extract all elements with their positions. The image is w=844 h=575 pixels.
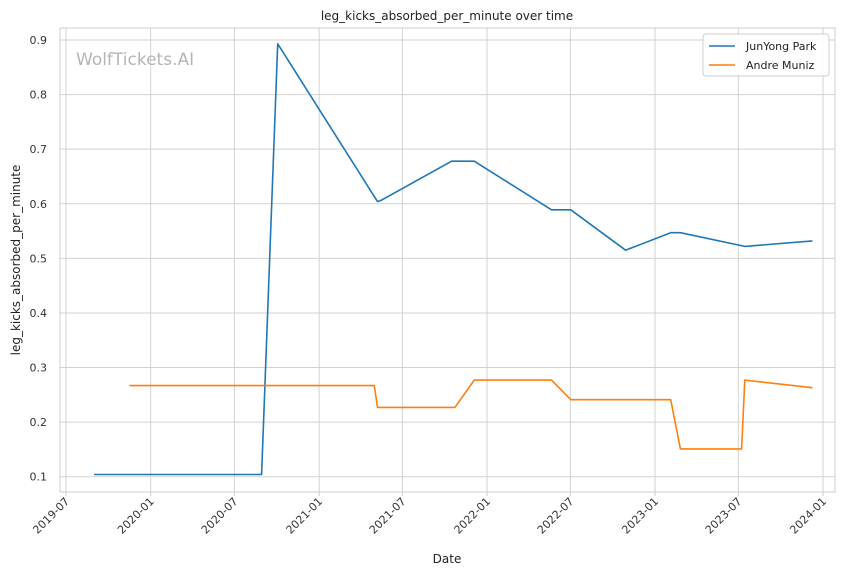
x-axis-title: Date	[433, 552, 462, 566]
y-tick-label: 0.4	[30, 307, 48, 320]
y-tick-label: 0.8	[30, 89, 48, 102]
plot-area-frame	[59, 27, 836, 493]
grid-lines	[60, 28, 835, 492]
series-line-1	[94, 42, 813, 476]
series-lines	[94, 42, 813, 476]
watermark: WolfTickets.AI	[76, 50, 194, 70]
legend: JunYong Park Andre Muniz	[702, 33, 830, 77]
y-tick-label: 0.7	[30, 143, 48, 156]
y-tick-label: 0.5	[30, 252, 48, 265]
y-tick-label: 0.2	[30, 416, 48, 429]
y-tick-label: 0.6	[30, 198, 48, 211]
chart-title: leg_kicks_absorbed_per_minute over time	[321, 9, 573, 23]
legend-label: JunYong Park	[745, 40, 817, 53]
y-tick-label: 0.1	[30, 471, 48, 484]
y-tick-label: 0.3	[30, 362, 48, 375]
series-line-2	[129, 379, 813, 450]
y-tick-label: 0.9	[30, 34, 48, 47]
legend-label: Andre Muniz	[746, 59, 815, 72]
y-axis-title: leg_kicks_absorbed_per_minute	[9, 165, 23, 356]
